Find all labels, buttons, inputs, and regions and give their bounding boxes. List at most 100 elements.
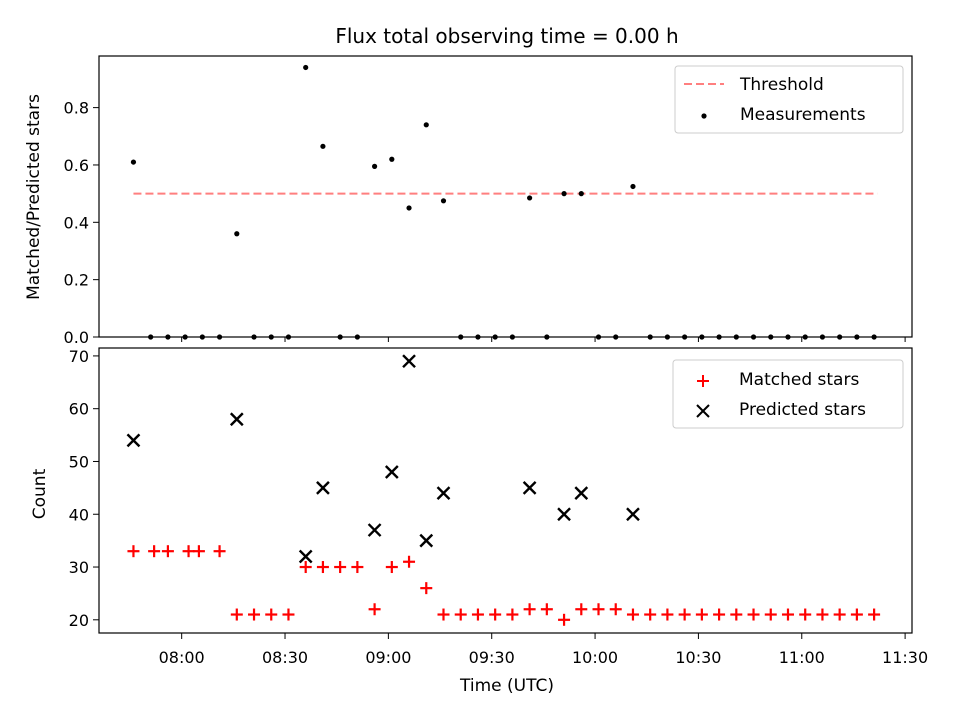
- matched-star-point: [850, 608, 863, 621]
- top-y-tick-label: 0.4: [64, 213, 89, 232]
- matched-star-point: [489, 608, 502, 621]
- bottom-y-axis: 20 30 40 50 60 70: [69, 347, 99, 630]
- matched-star-point: [713, 608, 726, 621]
- matched-star-point: [248, 608, 261, 621]
- bottom-x-axis: 08:00 08:30 09:00 09:30 10:00 10:30 11:00 11:30: [159, 633, 928, 667]
- matched-star-point: [437, 608, 450, 621]
- matched-star-point: [192, 545, 205, 558]
- measurement-point: [561, 191, 567, 197]
- measurement-point: [389, 156, 395, 162]
- matched-star-point: [265, 608, 278, 621]
- predicted-star-point: [557, 507, 571, 522]
- matched-star-point: [127, 545, 140, 558]
- bottom-y-tick-label: 30: [69, 558, 89, 577]
- bottom-x-tick-label: 08:00: [159, 648, 205, 667]
- measurement-point: [130, 159, 137, 165]
- bottom-x-tick-label: 10:30: [675, 648, 721, 667]
- legend-measurements-label: Measurements: [740, 105, 866, 125]
- matched-star-point: [403, 555, 416, 568]
- matched-star-point: [523, 603, 536, 616]
- matched-star-point: [148, 545, 161, 558]
- matched-stars-points: [127, 545, 881, 626]
- bottom-y-tick-label: 20: [69, 611, 89, 630]
- legend-predicted-swatch: [696, 404, 710, 418]
- top-panel: 0.00.20.40.60.8 Matched/Predicted stars …: [24, 55, 913, 347]
- top-y-axis: 0.0 0.2 0.4 0.6 0.8: [64, 99, 99, 347]
- matched-star-point: [695, 608, 708, 621]
- matched-star-point: [182, 545, 195, 558]
- matched-star-point: [471, 608, 484, 621]
- matched-star-point: [454, 608, 467, 621]
- top-y-tick-label: 0.8: [64, 99, 89, 118]
- top-x-axis: [181, 337, 906, 342]
- bottom-x-tick-label: 10:00: [572, 648, 618, 667]
- matched-star-point: [575, 603, 588, 616]
- predicted-star-point: [384, 465, 399, 479]
- matched-star-point: [678, 608, 691, 621]
- measurement-point: [578, 191, 584, 197]
- chart-title: Flux total observing time = 0.00 h: [335, 24, 678, 48]
- measurement-point: [423, 122, 429, 128]
- matched-star-point: [799, 608, 812, 621]
- predicted-star-point: [574, 486, 589, 500]
- bottom-legend-box: [672, 359, 904, 429]
- bottom-x-tick-label: 09:30: [469, 648, 515, 667]
- matched-star-point: [299, 561, 312, 574]
- top-y-tick-label: 0.2: [64, 271, 89, 290]
- measurement-point: [234, 231, 240, 237]
- top-legend: Threshold Measurements: [674, 65, 904, 134]
- legend-threshold-label: Threshold: [739, 75, 824, 95]
- matched-star-point: [747, 608, 760, 621]
- matched-star-point: [334, 561, 347, 574]
- predicted-stars-points: [126, 354, 640, 564]
- bottom-y-tick-label: 60: [69, 400, 89, 419]
- legend-predicted-label: Predicted stars: [739, 400, 866, 420]
- matched-star-point: [316, 561, 329, 574]
- measurement-point: [630, 183, 636, 190]
- bottom-x-tick-label: 11:00: [779, 648, 825, 667]
- top-legend-box: [674, 65, 904, 134]
- measurement-point: [320, 143, 326, 149]
- predicted-star-point: [229, 412, 244, 427]
- predicted-star-point: [522, 481, 537, 495]
- top-y-tick-label: 0.6: [64, 156, 89, 175]
- matched-star-point: [385, 561, 398, 574]
- matched-star-point: [833, 608, 846, 621]
- bottom-panel: 20 30 40 50 60 70 08:00 08:30 09:00 09:30 10:00 10…: [30, 347, 928, 696]
- matched-star-point: [558, 613, 571, 626]
- matched-star-point: [213, 545, 226, 558]
- predicted-star-point: [626, 507, 640, 522]
- measurement-point: [406, 205, 412, 211]
- matched-star-point: [764, 608, 777, 621]
- bottom-legend: Matched stars Predicted stars: [672, 359, 904, 429]
- matched-star-point: [368, 603, 381, 616]
- matched-star-point: [230, 608, 243, 621]
- matched-star-point: [609, 603, 622, 616]
- matched-star-point: [661, 608, 674, 621]
- matched-star-point: [282, 608, 295, 621]
- bottom-x-tick-label: 08:30: [262, 648, 308, 667]
- top-y-tick-label: 0.0: [64, 328, 89, 347]
- bottom-x-tick-label: 09:00: [365, 648, 411, 667]
- x-axis-label: Time (UTC): [459, 676, 554, 696]
- top-y-axis-label: Matched/Predicted stars: [24, 94, 44, 300]
- matched-star-point: [420, 582, 433, 595]
- legend-measurements-swatch: [701, 113, 707, 119]
- matched-star-point: [781, 608, 794, 621]
- matched-star-point: [730, 608, 743, 621]
- matched-star-point: [592, 603, 605, 616]
- bottom-x-tick-label: 11:30: [882, 648, 928, 667]
- matched-star-point: [161, 545, 174, 558]
- matched-star-point: [868, 608, 881, 621]
- measurement-point: [303, 64, 309, 71]
- predicted-star-point: [316, 481, 330, 495]
- top-plot-frame: [98, 55, 913, 338]
- bottom-y-tick-label: 50: [69, 452, 89, 471]
- bottom-y-tick-label: 70: [69, 347, 89, 366]
- legend-matched-label: Matched stars: [739, 370, 859, 390]
- matched-star-point: [816, 608, 829, 621]
- matched-star-point: [506, 608, 519, 621]
- measurement-point: [440, 198, 447, 204]
- measurement-point: [371, 163, 378, 169]
- legend-matched-swatch: [697, 375, 709, 387]
